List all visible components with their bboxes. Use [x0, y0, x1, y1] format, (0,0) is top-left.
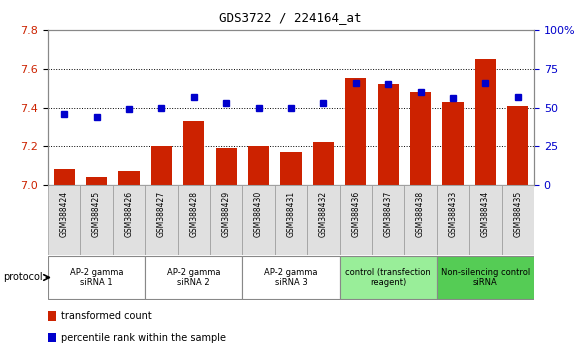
Bar	[313, 142, 334, 185]
Text: GSM388429: GSM388429	[222, 190, 231, 237]
Text: Non-silencing control
siRNA: Non-silencing control siRNA	[441, 268, 530, 287]
Text: GSM388430: GSM388430	[254, 190, 263, 237]
Text: AP-2 gamma
siRNA 3: AP-2 gamma siRNA 3	[264, 268, 318, 287]
Bar	[48, 185, 81, 255]
Bar	[48, 256, 145, 299]
Text: GSM388433: GSM388433	[448, 190, 458, 237]
Bar	[340, 256, 437, 299]
Bar	[216, 148, 237, 185]
Bar	[183, 121, 204, 185]
Bar	[437, 185, 469, 255]
Bar	[275, 185, 307, 255]
Bar	[242, 256, 340, 299]
Bar	[281, 152, 302, 185]
Text: AP-2 gamma
siRNA 2: AP-2 gamma siRNA 2	[167, 268, 220, 287]
Bar	[177, 185, 210, 255]
Bar	[145, 256, 242, 299]
Bar	[340, 185, 372, 255]
Bar	[118, 171, 140, 185]
Text: percentile rank within the sample: percentile rank within the sample	[61, 332, 226, 343]
Bar	[113, 185, 145, 255]
Bar	[54, 170, 75, 185]
Text: protocol: protocol	[3, 273, 42, 282]
Text: GSM388435: GSM388435	[513, 190, 523, 237]
Text: GSM388434: GSM388434	[481, 190, 490, 237]
Text: GSM388428: GSM388428	[189, 190, 198, 236]
Bar	[475, 59, 496, 185]
Bar	[443, 102, 463, 185]
Text: GDS3722 / 224164_at: GDS3722 / 224164_at	[219, 11, 361, 24]
Bar	[145, 185, 177, 255]
Bar	[508, 105, 528, 185]
Text: GSM388424: GSM388424	[60, 190, 68, 237]
Bar	[437, 256, 534, 299]
Bar	[404, 185, 437, 255]
Text: GSM388438: GSM388438	[416, 190, 425, 237]
Text: GSM388432: GSM388432	[319, 190, 328, 237]
Bar	[378, 84, 398, 185]
Bar	[248, 146, 269, 185]
Bar	[345, 79, 367, 185]
Bar	[81, 185, 113, 255]
Text: GSM388436: GSM388436	[351, 190, 360, 237]
Text: GSM388426: GSM388426	[125, 190, 133, 237]
Bar	[242, 185, 275, 255]
Bar	[410, 92, 431, 185]
Bar	[372, 185, 404, 255]
Text: GSM388431: GSM388431	[287, 190, 295, 237]
Text: GSM388437: GSM388437	[384, 190, 393, 237]
Bar	[307, 185, 340, 255]
Bar	[210, 185, 242, 255]
Text: transformed count: transformed count	[61, 311, 151, 321]
Text: AP-2 gamma
siRNA 1: AP-2 gamma siRNA 1	[70, 268, 124, 287]
Text: control (transfection
reagent): control (transfection reagent)	[345, 268, 431, 287]
Bar	[151, 146, 172, 185]
Text: GSM388427: GSM388427	[157, 190, 166, 237]
Text: GSM388425: GSM388425	[92, 190, 101, 237]
Bar	[469, 185, 502, 255]
Bar	[502, 185, 534, 255]
Bar	[86, 177, 107, 185]
